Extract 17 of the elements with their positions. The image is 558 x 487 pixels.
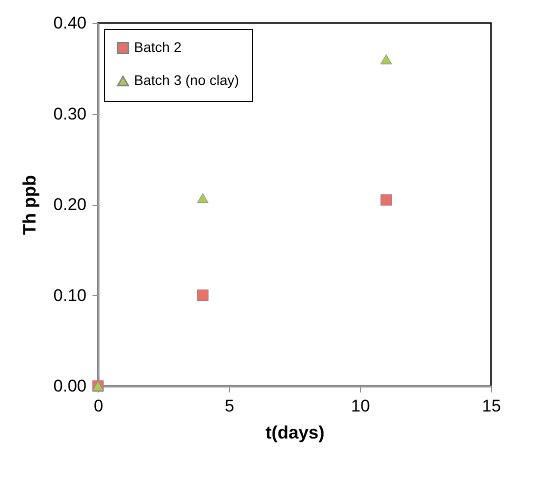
x-tick-label: 5 xyxy=(224,396,234,416)
point xyxy=(197,193,209,204)
y-tick-label: 0.30 xyxy=(53,104,86,124)
point xyxy=(380,194,392,206)
x-tick-label: 0 xyxy=(94,396,104,416)
point xyxy=(380,54,392,64)
x-tick-label: 10 xyxy=(351,396,370,416)
legend-label: Batch 2 xyxy=(134,39,182,55)
x-axis-title: t(days) xyxy=(265,422,325,442)
point xyxy=(197,290,209,301)
y-tick-label: 0.20 xyxy=(53,195,86,214)
y-tick-label: 0.10 xyxy=(53,286,86,305)
y-tick-label: 0.40 xyxy=(53,14,86,32)
y-tick-label: 0.00 xyxy=(53,376,86,396)
x-tick-label: 15 xyxy=(482,396,501,416)
y-axis-title: Th ppb xyxy=(19,175,40,235)
legend-label: Batch 3 (no clay) xyxy=(134,72,240,88)
